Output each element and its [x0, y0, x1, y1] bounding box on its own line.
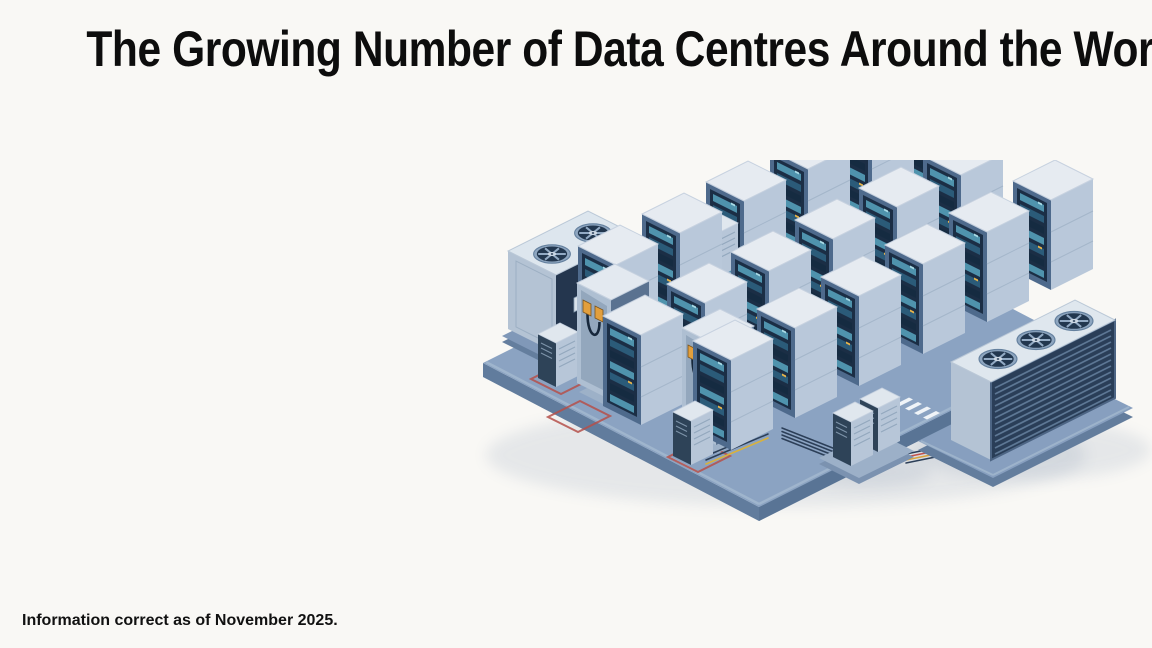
cooling-unit-right — [918, 299, 1133, 487]
page-title: The Growing Number of Data Centres Aroun… — [86, 21, 1152, 77]
footnote: Information correct as of November 2025. — [22, 612, 338, 629]
server-rack — [602, 294, 684, 426]
isometric-data-centre-illustration — [483, 160, 1151, 521]
network-cabinet-pair-bottom — [819, 387, 914, 484]
data-centre-illustration — [466, 160, 1152, 536]
network-cabinet — [672, 400, 714, 466]
network-cabinet — [537, 322, 579, 388]
